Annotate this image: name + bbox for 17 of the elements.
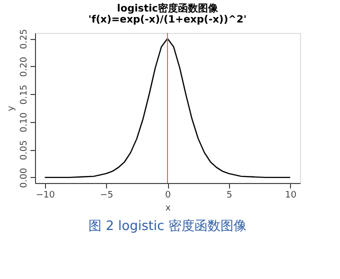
x-tick-label: 10: [284, 190, 297, 200]
x-axis-title: x: [165, 204, 172, 214]
y-tick-label: 0.20: [20, 56, 30, 77]
x-tick-label: 0: [165, 190, 172, 200]
y-tick-label: 0.10: [20, 112, 30, 132]
x-tick-label: −5: [100, 190, 114, 200]
y-tick-label: 0.00: [20, 168, 30, 188]
chart-subtitle: 'f(x)=exp(-x)/(1+exp(-x))^2': [88, 14, 247, 26]
y-axis-title: y: [6, 105, 16, 112]
y-tick-label: 0.25: [20, 29, 30, 50]
x-tick-label: −10: [36, 190, 56, 200]
caption: 图 2 logistic 密度函数图像: [88, 218, 246, 234]
y-tick-label: 0.15: [20, 84, 30, 105]
x-tick-label: 5: [226, 190, 232, 200]
chart-title: logistic密度函数图像: [117, 2, 219, 15]
y-tick-label: 0.05: [20, 140, 30, 160]
line-series: [44, 38, 291, 178]
